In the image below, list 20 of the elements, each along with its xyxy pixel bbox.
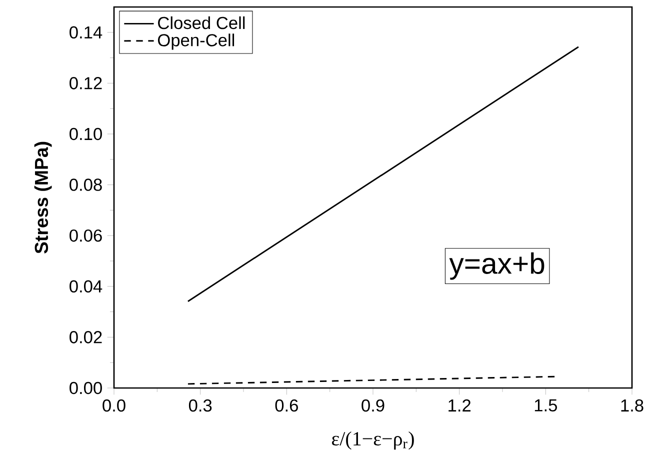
y-tick-label: 0.08 (70, 178, 102, 191)
legend-label: Closed Cell (158, 16, 245, 30)
x-tick-label: 0.0 (102, 399, 126, 412)
y-tick-label: 0.00 (70, 382, 102, 394)
x-tick-label: 1.5 (534, 399, 557, 412)
x-tick-label: 1.8 (621, 399, 644, 412)
x-tick-label: 1.2 (448, 399, 470, 412)
y-tick-label: 0.12 (70, 77, 102, 90)
x-tick-label: 0.9 (362, 399, 384, 412)
x-tick-label: 0.6 (275, 399, 298, 412)
y-tick-label: 0.04 (70, 280, 102, 293)
y-tick-label: 0.02 (70, 331, 102, 344)
legend-label: Open-Cell (158, 34, 234, 50)
x-axis-title: ε/(1−ε−ρ$_{r}$) (332, 431, 414, 450)
x-tick-label: 0.3 (188, 399, 212, 412)
y-tick-label: 0.10 (70, 128, 102, 140)
y-tick-label: 0.06 (70, 229, 102, 242)
annotation: y=ax+b (449, 252, 544, 280)
y-axis-title: Stress (MPa) (34, 142, 52, 254)
y-tick-label: 0.14 (70, 26, 102, 39)
